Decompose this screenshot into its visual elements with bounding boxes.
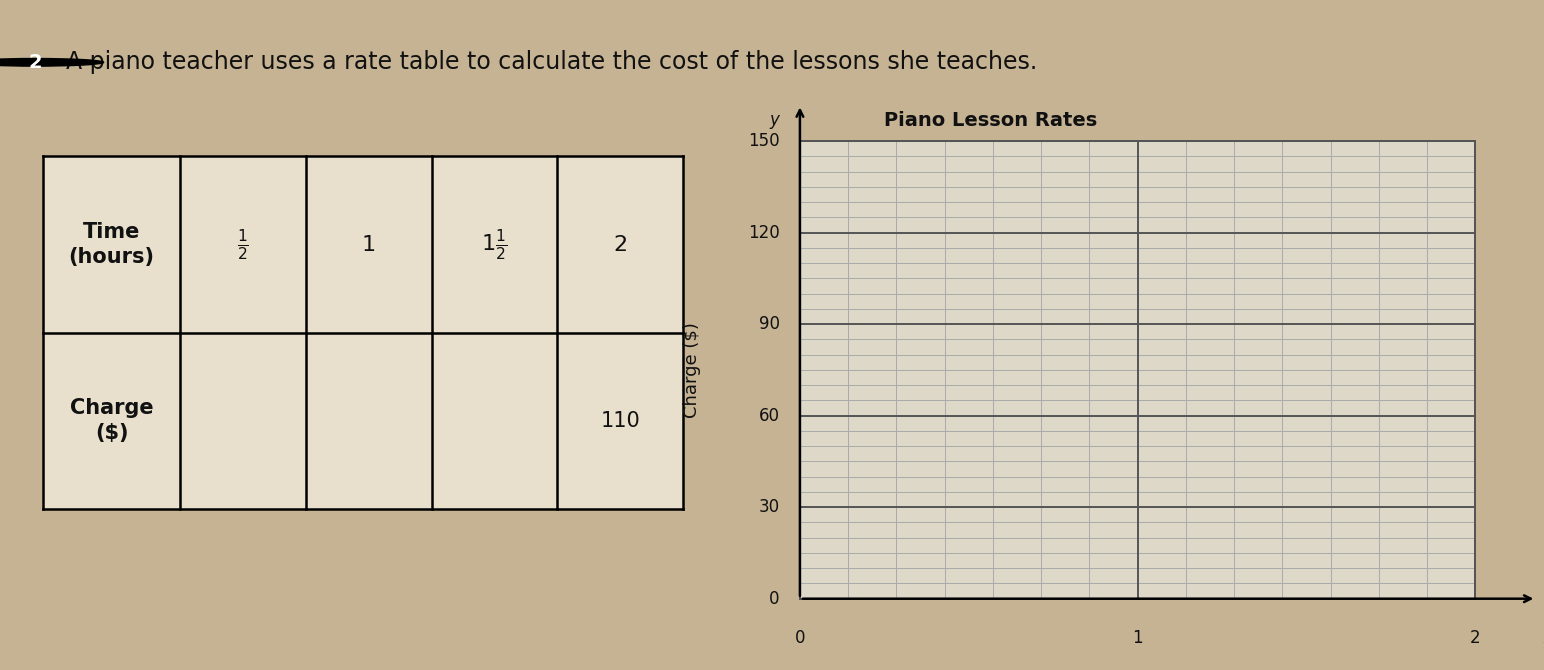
Text: A piano teacher uses a rate table to calculate the cost of the lessons she teach: A piano teacher uses a rate table to cal… bbox=[66, 50, 1038, 74]
Bar bbox=[306, 333, 432, 509]
Text: y: y bbox=[770, 111, 780, 129]
Bar bbox=[432, 156, 557, 333]
Text: 1: 1 bbox=[1132, 629, 1143, 647]
Bar bbox=[432, 333, 557, 509]
Bar bbox=[181, 156, 306, 333]
Text: Time
(hours): Time (hours) bbox=[68, 222, 154, 267]
Text: Charge
($): Charge ($) bbox=[69, 399, 153, 444]
Text: 150: 150 bbox=[747, 132, 780, 150]
Text: 0: 0 bbox=[769, 590, 780, 608]
Text: Charge ($): Charge ($) bbox=[682, 322, 701, 418]
Bar bbox=[181, 333, 306, 509]
Text: 30: 30 bbox=[758, 498, 780, 516]
Bar bbox=[43, 333, 181, 509]
Bar bbox=[306, 156, 432, 333]
Bar bbox=[800, 141, 1476, 599]
Text: 60: 60 bbox=[758, 407, 780, 425]
Text: 90: 90 bbox=[758, 315, 780, 333]
Text: 2: 2 bbox=[1470, 629, 1481, 647]
Circle shape bbox=[0, 58, 103, 66]
Text: $\frac{1}{2}$: $\frac{1}{2}$ bbox=[238, 227, 249, 262]
Text: 1: 1 bbox=[361, 234, 375, 255]
Text: 110: 110 bbox=[601, 411, 641, 431]
Text: 2: 2 bbox=[613, 234, 627, 255]
Text: Piano Lesson Rates: Piano Lesson Rates bbox=[885, 111, 1098, 129]
Bar bbox=[557, 156, 684, 333]
Text: 120: 120 bbox=[747, 224, 780, 242]
Text: $1\frac{1}{2}$: $1\frac{1}{2}$ bbox=[482, 227, 508, 262]
Bar bbox=[43, 156, 181, 333]
Text: 0: 0 bbox=[795, 629, 804, 647]
Bar bbox=[557, 333, 684, 509]
Text: 2: 2 bbox=[28, 53, 42, 72]
